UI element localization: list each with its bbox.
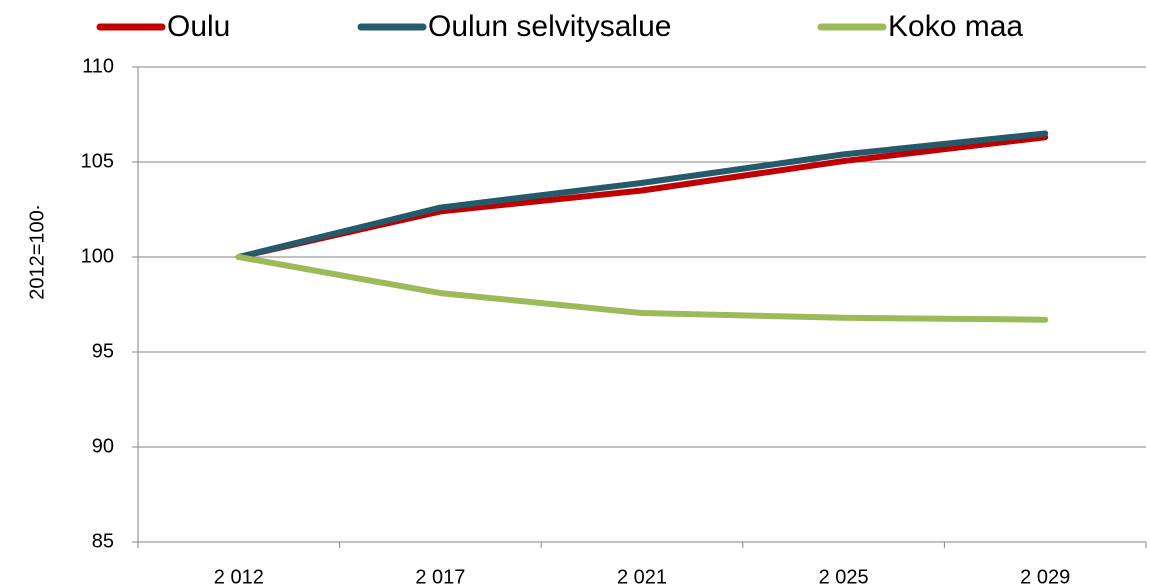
y-axis-label-mark: . — [35, 191, 41, 213]
y-axis-label: 2012=100 — [26, 210, 48, 300]
y-tick-label: 95 — [92, 340, 114, 362]
y-tick-label: 85 — [92, 530, 114, 552]
series-line — [235, 130, 1049, 260]
series-line — [235, 254, 1049, 323]
series-line — [235, 134, 1049, 260]
legend-label: Koko maa — [888, 10, 1023, 43]
x-tick-label: 2 021 — [617, 566, 667, 587]
y-tick-label: 110 — [82, 55, 114, 77]
x-tick-label: 2 017 — [415, 566, 465, 587]
x-tick-label: 2 029 — [1020, 566, 1070, 587]
legend-label: Oulun selvitysalue — [428, 10, 671, 43]
x-tick-label: 2 025 — [819, 566, 869, 587]
y-tick-label: 100 — [81, 245, 114, 267]
y-tick-label: 105 — [81, 150, 114, 172]
y-tick-label: 90 — [92, 435, 114, 457]
legend-label: Oulu — [167, 10, 230, 43]
x-tick-label: 2 012 — [214, 566, 264, 587]
